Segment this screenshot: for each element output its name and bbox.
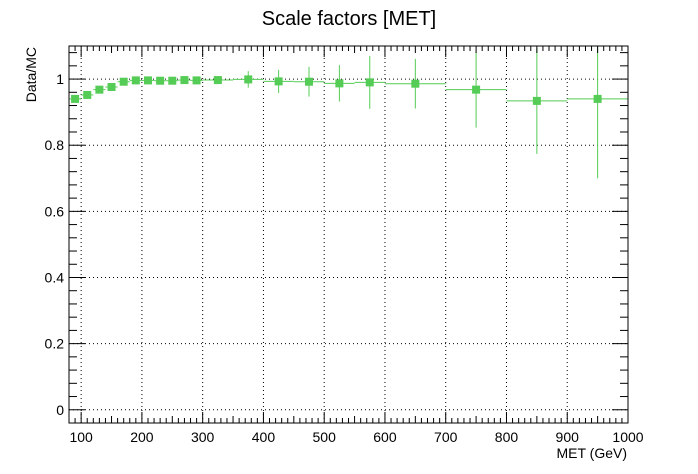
chart-title: Scale factors [MET] [262, 8, 437, 30]
data-point [593, 94, 602, 103]
data-point [131, 76, 140, 85]
data-point [335, 79, 344, 88]
data-point [192, 76, 201, 85]
data-point [180, 76, 189, 85]
x-tick-label: 400 [252, 429, 276, 445]
data-point [244, 75, 253, 84]
x-tick-label: 1000 [612, 429, 643, 445]
axes: 100 200 300 400 500 600 700 800 900 1000 0 0.2 0.4 0.… [45, 46, 644, 445]
y-tick-label: 0.2 [45, 336, 65, 352]
data-point [168, 76, 177, 85]
x-tick-label: 300 [191, 429, 215, 445]
data-point [305, 77, 314, 86]
y-tick-label: 1 [56, 71, 64, 87]
x-tick-label: 900 [556, 429, 580, 445]
y-tick-label: 0.8 [45, 137, 65, 153]
data-point [83, 90, 92, 99]
x-tick-label: 700 [434, 429, 458, 445]
y-tick-label: 0.6 [45, 203, 65, 219]
data-point [95, 85, 104, 94]
x-tick-label: 100 [69, 429, 93, 445]
y-tick-label: 0 [56, 402, 64, 418]
x-tick-label: 200 [130, 429, 154, 445]
data-point [532, 96, 541, 105]
data-point [365, 78, 374, 87]
data-point [156, 76, 165, 85]
grid [69, 46, 628, 423]
y-tick-label: 0.4 [45, 269, 65, 285]
data-point [213, 76, 222, 85]
x-axis-label: MET (GeV) [556, 445, 627, 461]
x-tick-label: 500 [313, 429, 337, 445]
data-point [274, 77, 283, 86]
data-point [411, 79, 420, 88]
y-axis-label: Data/MC [23, 47, 39, 102]
data-series [69, 46, 628, 179]
data-point [71, 94, 80, 103]
data-point [107, 83, 116, 92]
data-point [143, 76, 152, 85]
x-tick-label: 600 [373, 429, 397, 445]
data-point [472, 85, 481, 94]
x-tick-label: 800 [495, 429, 519, 445]
data-point [119, 77, 128, 86]
